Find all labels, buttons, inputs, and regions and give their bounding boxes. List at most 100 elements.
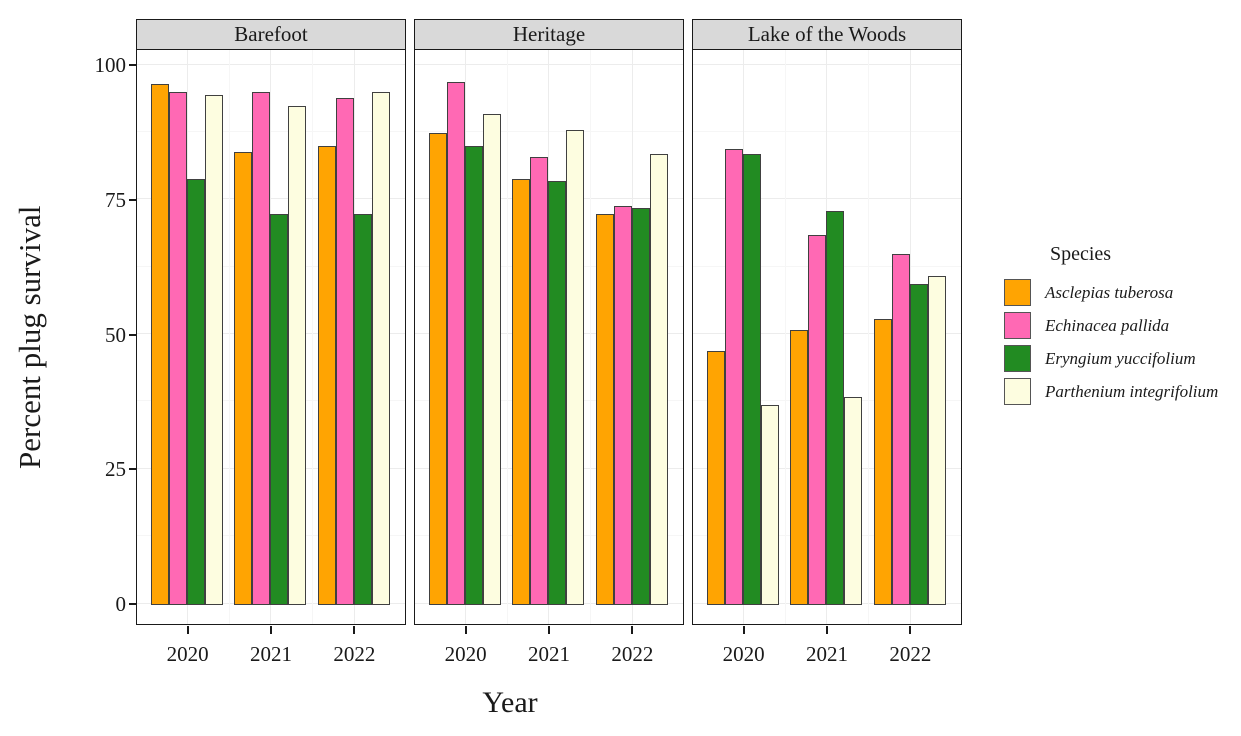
legend-key-swatch — [1004, 279, 1031, 306]
bar — [429, 132, 448, 605]
x-tick-label: 2020 — [166, 642, 209, 666]
legend-item-label: Asclepias tuberosa — [1045, 282, 1174, 302]
y-tick-label: 75 — [105, 187, 126, 212]
bar — [566, 130, 585, 605]
x-tick-label: 2021 — [250, 642, 292, 666]
bar — [252, 92, 271, 605]
bar — [873, 318, 892, 605]
legend-item-label: Parthenium integrifolium — [1045, 381, 1219, 401]
gridline-minor-v — [506, 50, 508, 624]
y-tick-label: 25 — [105, 457, 126, 482]
gridline-minor-v — [228, 50, 230, 624]
legend-item: Parthenium integrifolium — [1004, 378, 1236, 405]
bar — [844, 397, 863, 605]
legend: Species Asclepias tuberosa Echinacea pall… — [1004, 243, 1236, 411]
legend-key-swatch — [1004, 345, 1031, 372]
facet-strip: Lake of the Woods — [692, 19, 962, 50]
x-axis-title: Year — [482, 686, 538, 719]
legend-items: Asclepias tuberosa Echinacea pallida Eryng… — [1004, 279, 1236, 405]
bar — [288, 105, 307, 605]
bar — [371, 92, 390, 605]
bar — [234, 151, 253, 605]
x-tick-mark — [631, 626, 634, 634]
x-tick-mark — [909, 626, 912, 634]
x-tick-label: 2020 — [722, 642, 765, 666]
legend-item-label: Echinacea pallida — [1045, 315, 1170, 335]
plot-area — [692, 50, 962, 625]
bar-group — [512, 130, 585, 605]
x-tick-mark — [826, 626, 828, 634]
y-tick-label: 0 — [115, 592, 127, 616]
y-tick-mark — [129, 198, 137, 201]
facet-panel: Heritage — [414, 19, 684, 625]
bar-group — [317, 92, 390, 605]
bar — [927, 275, 946, 605]
bar — [548, 181, 567, 605]
y-tick-mark — [129, 64, 137, 66]
bar — [151, 84, 170, 605]
legend-key-swatch — [1004, 378, 1031, 405]
bar — [353, 213, 372, 605]
bar-group — [234, 92, 307, 605]
y-tick-mark — [129, 468, 137, 471]
y-tick-label: 100 — [94, 53, 127, 77]
gridline-minor-v — [590, 50, 592, 624]
bar — [465, 146, 484, 605]
gridline-minor-v — [868, 50, 870, 624]
x-tick-label: 2022 — [889, 642, 932, 666]
facet-strip: Barefoot — [136, 19, 406, 50]
x-tick-mark — [186, 626, 189, 634]
x-tick-mark — [742, 626, 745, 634]
bar-group — [595, 154, 668, 605]
bar — [790, 329, 809, 605]
bar — [169, 92, 188, 605]
bar — [743, 154, 762, 605]
bar — [808, 235, 827, 605]
bar — [530, 157, 549, 605]
bar-group — [429, 81, 502, 605]
plot-area — [414, 50, 684, 625]
x-tick-mark — [548, 626, 550, 634]
legend-item-label: Eryngium yuccifolium — [1045, 348, 1196, 368]
bar — [317, 146, 336, 605]
facet-strip-label: Lake of the Woods — [747, 22, 907, 46]
bar — [447, 81, 466, 605]
legend-item: Echinacea pallida — [1004, 312, 1236, 339]
bar — [205, 95, 224, 605]
bar — [649, 154, 668, 605]
legend-item: Eryngium yuccifolium — [1004, 345, 1236, 372]
facet-panel: Lake of the Woods — [692, 19, 962, 625]
y-axis-title: Percent plug survival — [12, 205, 47, 470]
legend-title: Species — [1050, 243, 1112, 265]
x-tick-mark — [353, 626, 356, 634]
bar — [270, 213, 289, 605]
bar — [826, 211, 845, 605]
x-tick-mark — [464, 626, 467, 634]
bar — [613, 205, 632, 605]
bar-group — [873, 254, 946, 605]
x-tick-label: 2021 — [528, 642, 570, 666]
bar-group — [790, 211, 863, 605]
bar — [512, 178, 531, 605]
gridline-minor-v — [312, 50, 314, 624]
y-tick-mark — [129, 603, 137, 605]
bar-group — [707, 149, 780, 605]
x-tick-label: 2022 — [333, 642, 376, 666]
legend-item: Asclepias tuberosa — [1004, 279, 1236, 306]
bar — [761, 405, 780, 605]
legend-key-swatch — [1004, 312, 1031, 339]
bar — [595, 213, 614, 605]
facet-panels: Barefoot Heritage Lake of the Woods — [136, 19, 962, 625]
bar — [725, 149, 744, 605]
facet-panel: Barefoot — [136, 19, 406, 625]
x-tick-label: 2020 — [444, 642, 487, 666]
facet-strip: Heritage — [414, 19, 684, 50]
bar-group — [151, 84, 224, 605]
bar — [707, 351, 726, 605]
facet-strip-label: Barefoot — [234, 22, 308, 46]
plot-area — [136, 50, 406, 625]
y-tick-label: 50 — [105, 322, 126, 347]
x-tick-label: 2022 — [611, 642, 654, 666]
bar — [483, 114, 502, 605]
